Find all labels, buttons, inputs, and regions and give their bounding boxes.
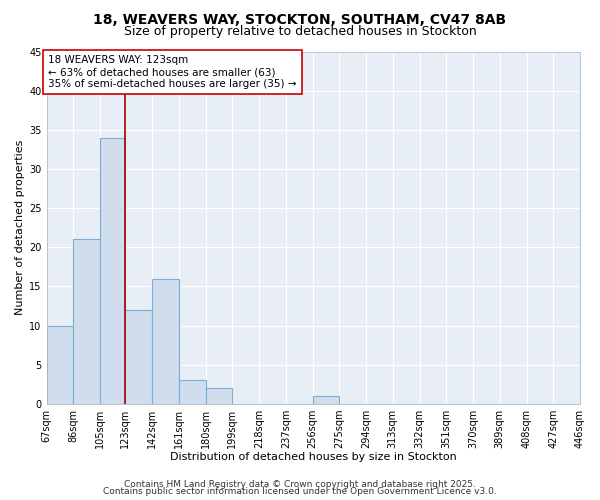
Text: Size of property relative to detached houses in Stockton: Size of property relative to detached ho… — [124, 25, 476, 38]
Bar — [125, 310, 152, 404]
Bar — [152, 278, 179, 404]
Text: 18 WEAVERS WAY: 123sqm
← 63% of detached houses are smaller (63)
35% of semi-det: 18 WEAVERS WAY: 123sqm ← 63% of detached… — [48, 56, 296, 88]
Text: 18, WEAVERS WAY, STOCKTON, SOUTHAM, CV47 8AB: 18, WEAVERS WAY, STOCKTON, SOUTHAM, CV47… — [94, 12, 506, 26]
Bar — [73, 240, 100, 404]
Bar — [179, 380, 206, 404]
Bar — [206, 388, 232, 404]
Bar — [313, 396, 340, 404]
Text: Contains public sector information licensed under the Open Government Licence v3: Contains public sector information licen… — [103, 488, 497, 496]
Y-axis label: Number of detached properties: Number of detached properties — [15, 140, 25, 316]
Bar — [100, 138, 125, 404]
X-axis label: Distribution of detached houses by size in Stockton: Distribution of detached houses by size … — [170, 452, 457, 462]
Text: Contains HM Land Registry data © Crown copyright and database right 2025.: Contains HM Land Registry data © Crown c… — [124, 480, 476, 489]
Bar — [47, 326, 73, 404]
